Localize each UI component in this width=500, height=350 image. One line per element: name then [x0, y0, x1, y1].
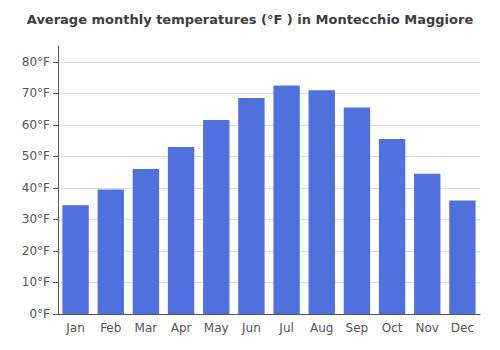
svg-text:50°F: 50°F [22, 149, 50, 163]
svg-text:20°F: 20°F [22, 244, 50, 258]
svg-text:Feb: Feb [100, 321, 121, 335]
svg-text:Jul: Jul [278, 321, 293, 335]
svg-text:Average monthly temperatures (: Average monthly temperatures (°F ) in Mo… [27, 12, 474, 27]
svg-text:Oct: Oct [382, 321, 403, 335]
svg-text:0°F: 0°F [29, 307, 50, 321]
svg-text:May: May [204, 321, 229, 335]
svg-text:Nov: Nov [416, 321, 439, 335]
svg-text:70°F: 70°F [22, 86, 50, 100]
svg-text:Apr: Apr [171, 321, 192, 335]
svg-text:80°F: 80°F [22, 55, 50, 69]
svg-text:60°F: 60°F [22, 118, 50, 132]
svg-text:Jan: Jan [65, 321, 85, 335]
svg-text:Sep: Sep [346, 321, 369, 335]
svg-text:Dec: Dec [451, 321, 474, 335]
svg-text:Jun: Jun [241, 321, 261, 335]
svg-text:Aug: Aug [310, 321, 333, 335]
svg-text:Mar: Mar [135, 321, 158, 335]
svg-text:40°F: 40°F [22, 181, 50, 195]
svg-text:30°F: 30°F [22, 212, 50, 226]
svg-text:10°F: 10°F [22, 275, 50, 289]
